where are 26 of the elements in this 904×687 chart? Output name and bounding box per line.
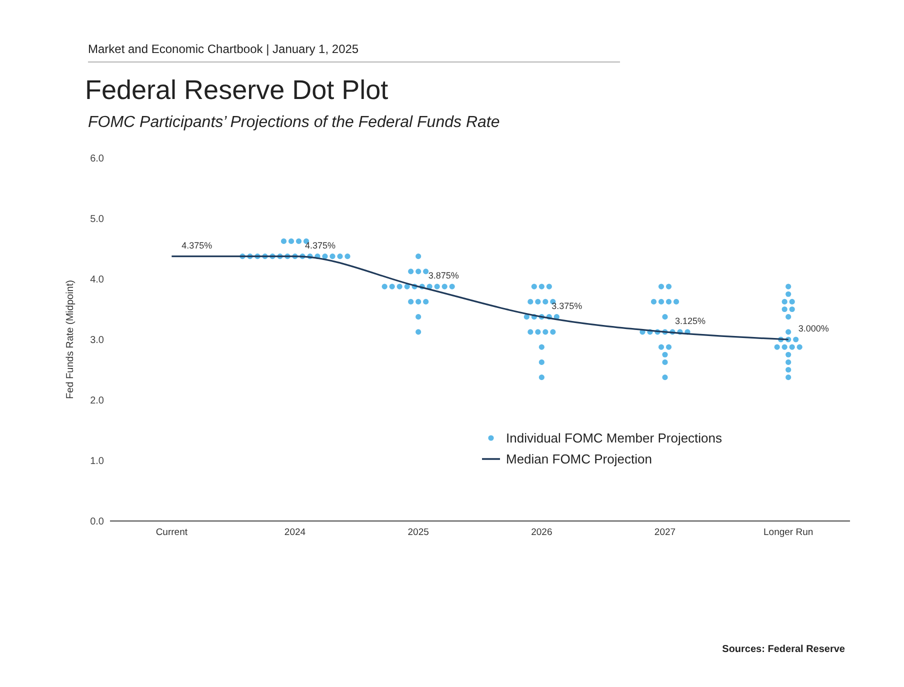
y-tick-label: 5.0	[90, 214, 104, 225]
x-tick-label: 2024	[284, 527, 306, 538]
data-label: 3.375%	[552, 300, 582, 311]
legend-label: Median FOMC Projection	[506, 452, 652, 466]
y-tick-label: 4.0	[90, 274, 104, 286]
data-label: 3.875%	[428, 270, 459, 281]
y-tick-label: 2.0	[90, 396, 104, 406]
x-tick-label: Longer Run	[764, 527, 814, 538]
legend-label: Individual FOMC Member Projections	[506, 430, 723, 446]
x-tick-label: 2026	[531, 527, 552, 538]
data-label: 3.000%	[798, 324, 829, 334]
data-label: 4.375%	[182, 240, 212, 250]
source-note: Sources: Federal Reserve	[722, 644, 846, 655]
chart-title: Federal Reserve Dot Plot	[85, 75, 389, 105]
x-tick-label: 2025	[408, 527, 429, 538]
data-label: 4.375%	[305, 240, 336, 250]
x-tick-label: 2027	[654, 527, 676, 538]
y-tick-label: 6.0	[90, 154, 104, 164]
y-tick-label: 1.0	[90, 456, 104, 467]
text: Market and Economic Chartbook | January 1, 2025	[88, 42, 359, 56]
x-tick-label: Current	[156, 527, 188, 538]
y-axis-title: Fed Funds Rate (Midpoint)	[65, 280, 76, 399]
y-tick-label: 3.0	[90, 335, 104, 346]
data-label: 3.125%	[675, 316, 706, 326]
y-tick-label: 0.0	[90, 516, 104, 528]
chart-subtitle: FOMC Participants’ Projections of the Federal Funds Rate	[88, 114, 500, 131]
